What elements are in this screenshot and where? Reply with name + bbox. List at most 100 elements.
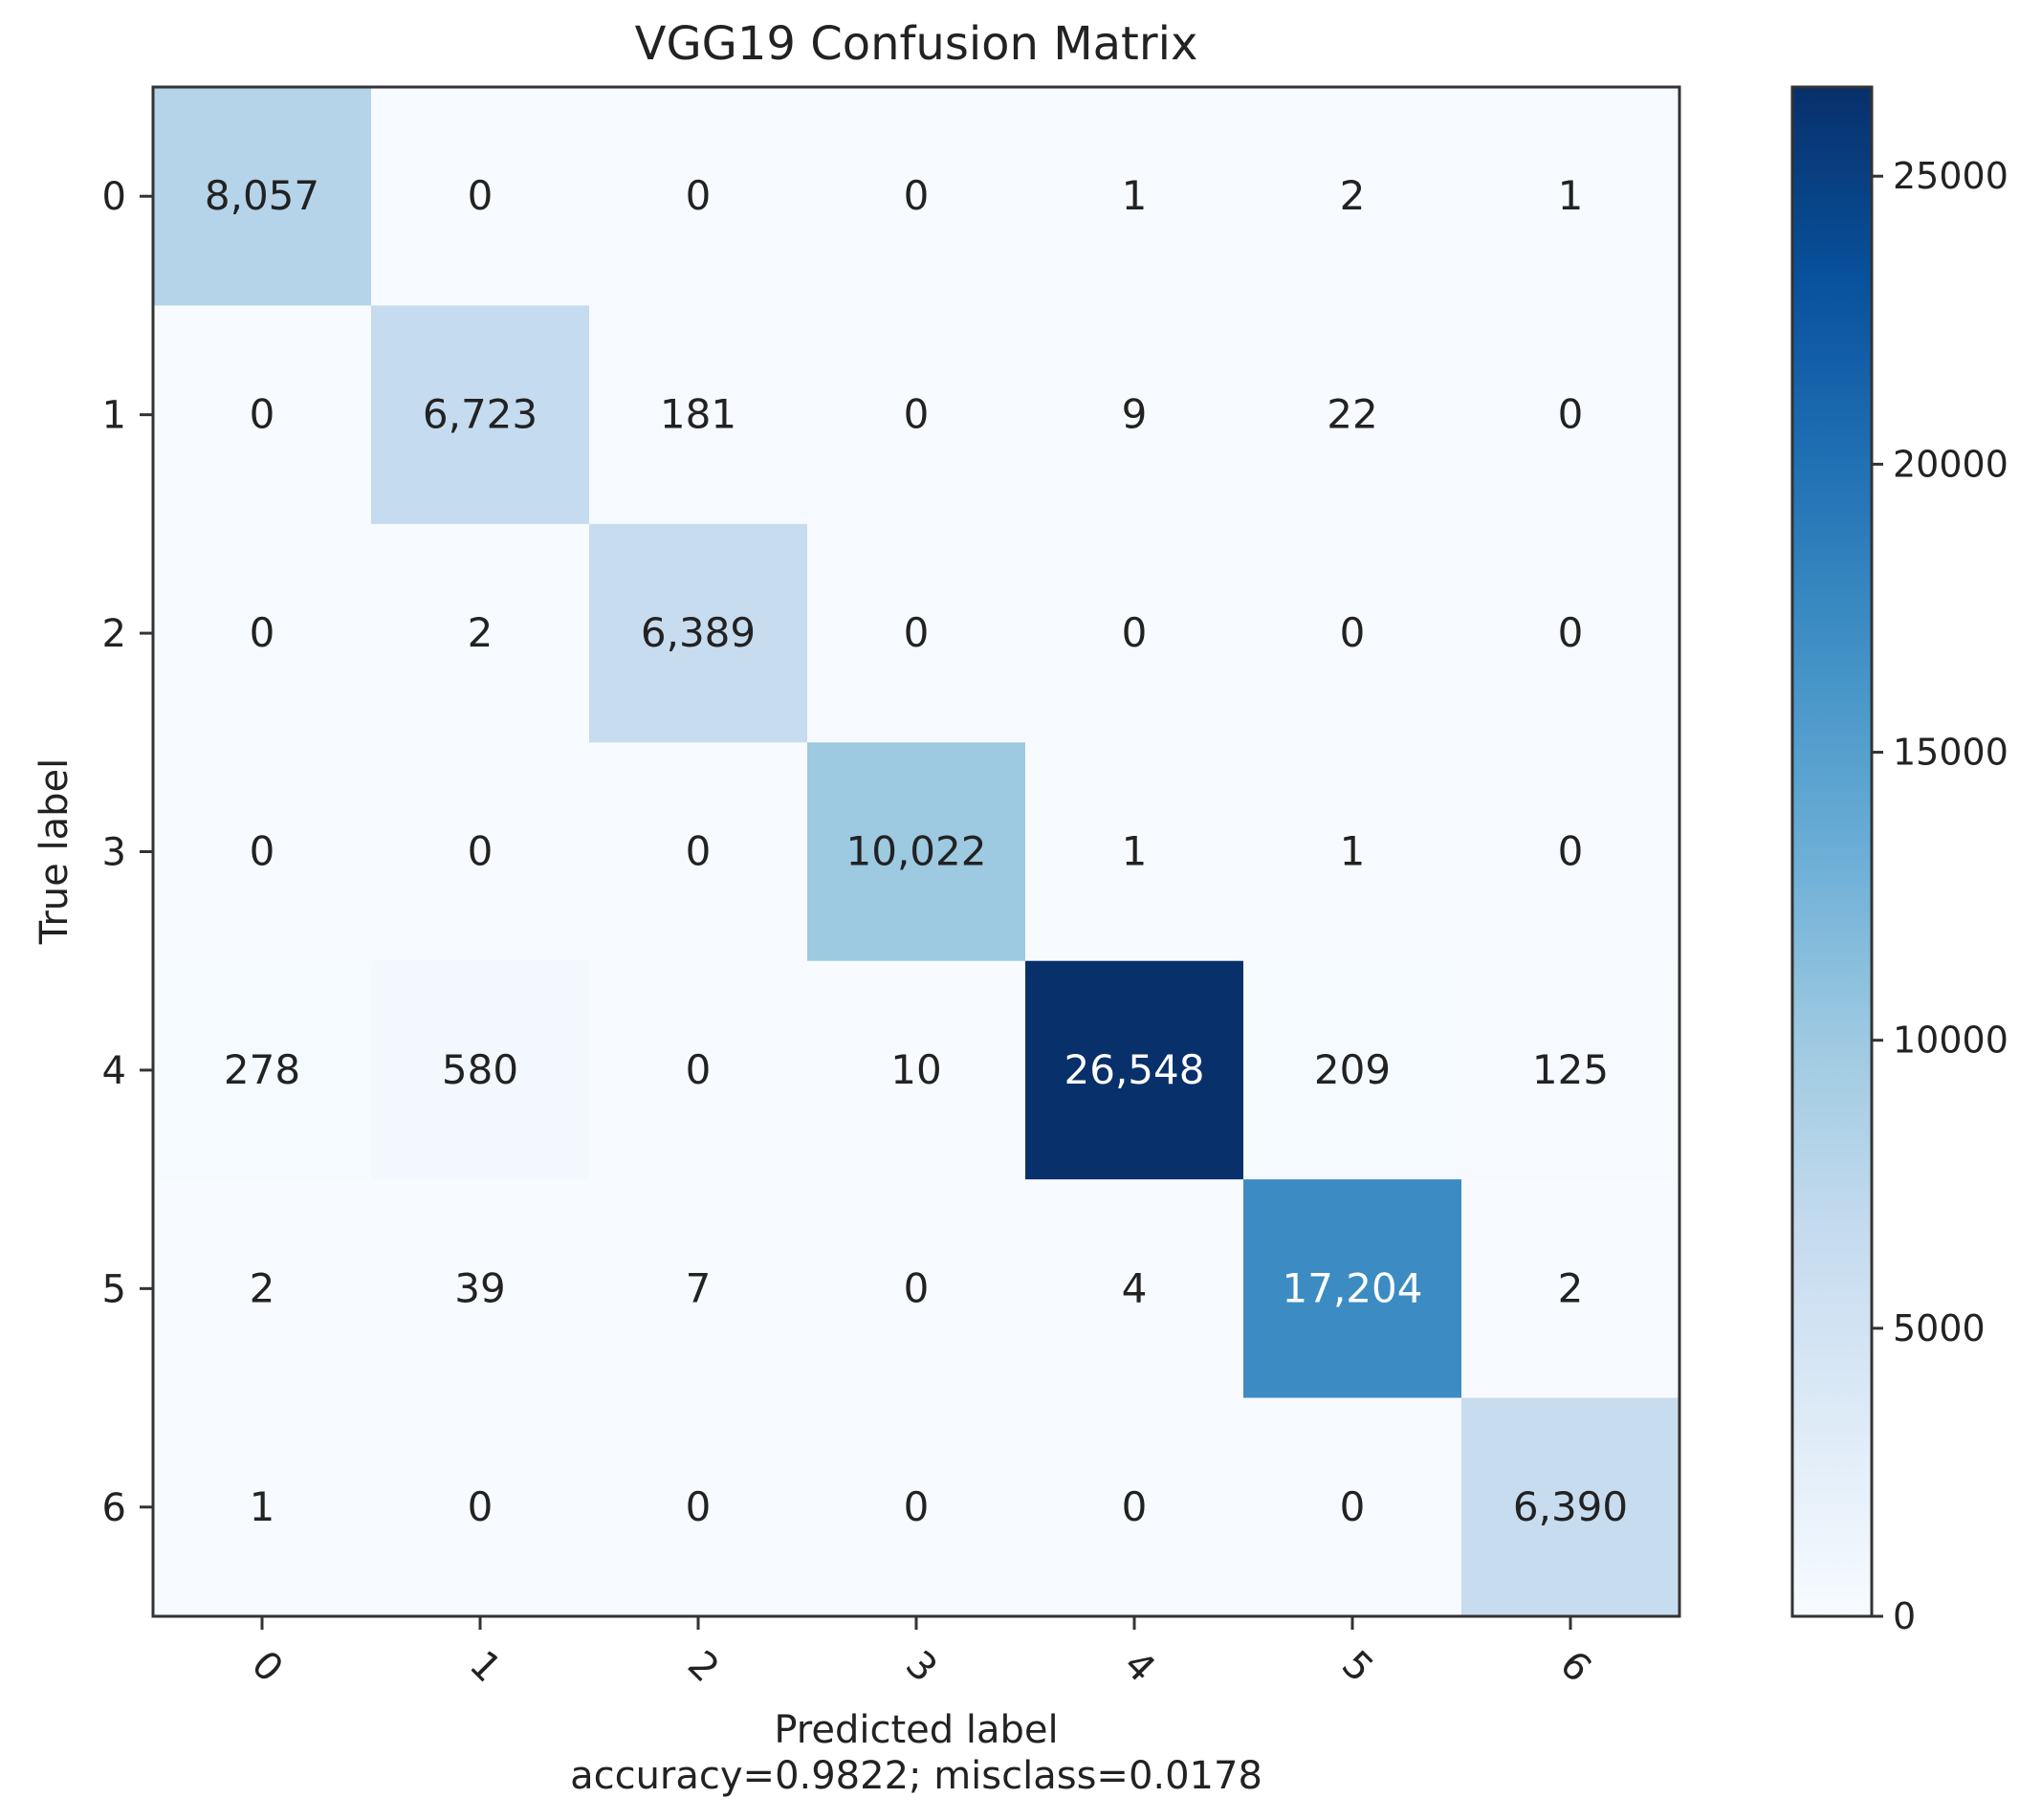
x-axis-label: Predicted label: [774, 1708, 1058, 1752]
x-tick-label: 0: [243, 1643, 292, 1692]
heatmap-cell: [1461, 523, 1680, 743]
colorbar-tick-label: 20000: [1893, 443, 2008, 485]
cell-value-label: 0: [686, 828, 712, 875]
cell-value-label: 278: [224, 1046, 300, 1093]
heatmap-cell: [1025, 305, 1244, 525]
colorbar: [1790, 85, 1874, 1618]
y-tick-label: 1: [102, 394, 126, 438]
cell-value-label: 0: [904, 609, 930, 656]
heatmap-cell: [589, 305, 808, 525]
y-axis-label: True label: [33, 758, 77, 945]
cell-value-label: 1: [1122, 828, 1148, 875]
x-tick-label: 3: [897, 1643, 946, 1692]
x-tick-label: 1: [461, 1643, 510, 1692]
cell-value-label: 1: [1340, 828, 1366, 875]
heatmap-cell: [153, 87, 372, 306]
cell-value-label: 0: [904, 1264, 930, 1311]
colorbar-tick-label: 25000: [1893, 155, 2008, 197]
heatmap-cell: [153, 1179, 372, 1399]
cell-value-label: 0: [468, 172, 494, 219]
colorbar-tick-label: 0: [1893, 1595, 1916, 1637]
y-tick-label: 2: [102, 612, 126, 656]
heatmap-cell: [371, 305, 590, 525]
cell-value-label: 17,204: [1283, 1264, 1423, 1311]
cell-value-label: 0: [468, 828, 494, 875]
heatmap-cell: [807, 742, 1026, 962]
cell-value-label: 8,057: [205, 172, 319, 219]
heatmap-cell: [1025, 1397, 1244, 1617]
cell-value-label: 0: [1558, 828, 1584, 875]
x-tick-label: 5: [1333, 1643, 1382, 1692]
y-tick-label: 5: [102, 1267, 126, 1311]
y-tick-label: 0: [102, 175, 126, 219]
heatmap-cell: [1243, 1397, 1462, 1617]
cell-value-label: 0: [904, 172, 930, 219]
cell-value-label: 7: [686, 1264, 712, 1311]
cell-value-label: 0: [1122, 1483, 1148, 1530]
cell-value-label: 580: [442, 1046, 518, 1093]
cell-value-label: 181: [660, 391, 736, 438]
heatmap-cell: [371, 1397, 590, 1617]
cell-value-label: 26,548: [1064, 1046, 1205, 1093]
heatmap-cell: [1243, 742, 1462, 962]
heatmap-cell: [807, 960, 1026, 1180]
heatmap-cell: [1243, 523, 1462, 743]
heatmap-cell: [589, 87, 808, 306]
heatmap-cell: [371, 1179, 590, 1399]
cell-value-label: 0: [904, 391, 930, 438]
heatmap-cell: [153, 742, 372, 962]
heatmap-cell: [153, 523, 372, 743]
colorbar-tick-label: 5000: [1893, 1307, 1986, 1349]
cell-value-label: 0: [250, 828, 275, 875]
cell-value-label: 0: [1558, 609, 1584, 656]
y-tick-label: 4: [102, 1049, 126, 1093]
heatmap-cell: [1243, 305, 1462, 525]
heatmap-cell: [1025, 1179, 1244, 1399]
heatmap-cell: [1461, 1397, 1680, 1617]
cell-value-label: 125: [1532, 1046, 1609, 1093]
heatmap-cell: [153, 960, 372, 1180]
cell-value-label: 6,723: [423, 391, 538, 438]
x-tick-label: 4: [1115, 1643, 1164, 1692]
colorbar-tick-label: 10000: [1893, 1020, 2008, 1062]
cell-value-label: 2: [468, 609, 494, 656]
cell-value-label: 10,022: [846, 828, 987, 875]
heatmap-cell: [1025, 523, 1244, 743]
heatmap-cell: [1025, 87, 1244, 306]
cell-value-label: 1: [1558, 172, 1584, 219]
cell-value-label: 10: [890, 1046, 941, 1093]
heatmap-cell: [589, 1179, 808, 1399]
cell-value-label: 39: [454, 1264, 505, 1311]
heatmap-cell: [1461, 87, 1680, 306]
cell-value-label: 0: [686, 1046, 712, 1093]
heatmap-cell: [1243, 1179, 1462, 1399]
cell-value-label: 1: [250, 1483, 275, 1530]
heatmap-cell: [371, 523, 590, 743]
cell-value-label: 0: [904, 1483, 930, 1530]
accuracy-note: accuracy=0.9822; misclass=0.0178: [570, 1754, 1262, 1798]
cell-value-label: 0: [468, 1483, 494, 1530]
cell-value-label: 0: [686, 172, 712, 219]
heatmap-cell: [807, 523, 1026, 743]
heatmap-cell: [1461, 742, 1680, 962]
heatmap-cell: [1461, 960, 1680, 1180]
cell-value-label: 0: [1558, 391, 1584, 438]
x-axis-ticks: 0 1 2 3 4 5 6: [243, 1616, 1599, 1692]
cell-value-label: 6,389: [641, 609, 756, 656]
colorbar-tick-label: 15000: [1893, 732, 2008, 774]
heatmap-cell: [1025, 742, 1244, 962]
y-tick-label: 6: [102, 1486, 126, 1530]
heatmap-cell-labels: 8,057 0 0 0 1 2 10 6,723 181 0 9 22 00 2 6,389 0 0 0 00 0 0 1…: [205, 172, 1628, 1530]
heatmap-cell: [589, 523, 808, 743]
cell-value-label: 2: [1558, 1264, 1584, 1311]
cell-value-label: 9: [1122, 391, 1148, 438]
cell-value-label: 6,390: [1513, 1483, 1628, 1530]
heatmap-cell: [807, 305, 1026, 525]
cell-value-label: 0: [686, 1483, 712, 1530]
cell-value-label: 209: [1314, 1046, 1391, 1093]
heatmap-cell: [589, 960, 808, 1180]
heatmap-cell: [153, 1397, 372, 1617]
heatmap-cell: [1243, 960, 1462, 1180]
x-tick-label: 2: [679, 1643, 728, 1692]
